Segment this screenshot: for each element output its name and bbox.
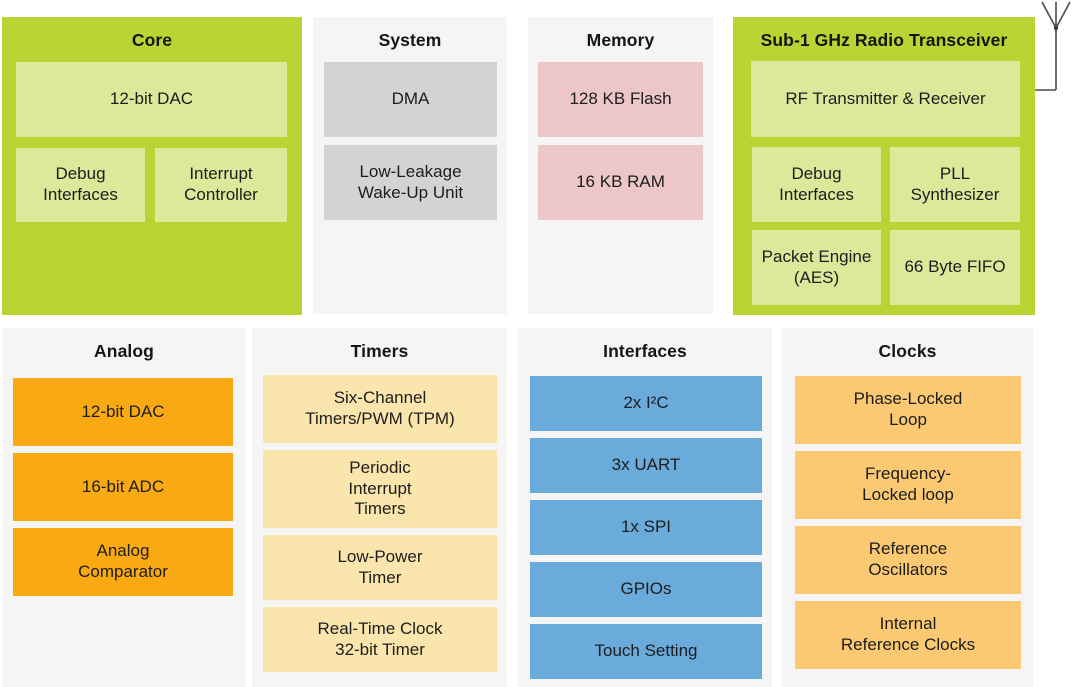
memory-panel-title: Memory (586, 30, 655, 50)
analog-adc-block: 16-bit ADC (13, 453, 233, 521)
core-dac-block: 12-bit DAC (16, 62, 287, 137)
radio-packet-engine-block: Packet Engine (AES) (752, 230, 881, 305)
analog-comparator-block: Analog Comparator (13, 528, 233, 596)
interfaces-touch-block: Touch Setting (530, 624, 762, 679)
core-debug-interfaces-block: Debug Interfaces (16, 148, 145, 222)
analog-panel: Analog 12-bit DAC 16-bit ADC Analog Comp… (2, 328, 246, 687)
interfaces-panel-title: Interfaces (603, 341, 687, 361)
system-llwu-block: Low-Leakage Wake-Up Unit (324, 145, 497, 220)
clocks-intref-block: Internal Reference Clocks (795, 601, 1021, 669)
timers-panel: Timers Six-Channel Timers/PWM (TPM) Peri… (252, 328, 507, 687)
clocks-pll-block: Phase-Locked Loop (795, 376, 1021, 444)
radio-rf-block: RF Transmitter & Receiver (751, 61, 1020, 137)
system-panel-title: System (378, 30, 442, 50)
memory-ram-block: 16 KB RAM (538, 145, 703, 220)
radio-panel: Sub-1 GHz Radio Transceiver RF Transmitt… (733, 17, 1035, 315)
timers-pit-block: Periodic Interrupt Timers (263, 450, 497, 528)
memory-panel: Memory 128 KB Flash 16 KB RAM (528, 17, 713, 314)
core-panel-title: Core (131, 30, 173, 50)
system-panel: System DMA Low-Leakage Wake-Up Unit (313, 17, 507, 314)
radio-panel-title: Sub-1 GHz Radio Transceiver (760, 30, 1008, 50)
interfaces-spi-block: 1x SPI (530, 500, 762, 555)
radio-pll-synthesizer-block: PLL Synthesizer (890, 147, 1020, 222)
core-panel: Core 12-bit DAC Debug Interfaces Interru… (2, 17, 302, 315)
clocks-panel: Clocks Phase-Locked Loop Frequency- Lock… (782, 328, 1033, 687)
interfaces-uart-block: 3x UART (530, 438, 762, 493)
clocks-refosc-block: Reference Oscillators (795, 526, 1021, 594)
core-interrupt-controller-block: Interrupt Controller (155, 148, 287, 222)
timers-lptimer-block: Low-Power Timer (263, 535, 497, 600)
interfaces-gpio-block: GPIOs (530, 562, 762, 617)
system-dma-block: DMA (324, 62, 497, 137)
interfaces-i2c-block: 2x I²C (530, 376, 762, 431)
timers-rtc-block: Real-Time Clock 32-bit Timer (263, 607, 497, 672)
analog-dac-block: 12-bit DAC (13, 378, 233, 446)
clocks-fll-block: Frequency- Locked loop (795, 451, 1021, 519)
timers-tpm-block: Six-Channel Timers/PWM (TPM) (263, 375, 497, 443)
clocks-panel-title: Clocks (878, 341, 937, 361)
radio-debug-interfaces-block: Debug Interfaces (752, 147, 881, 222)
timers-panel-title: Timers (350, 341, 409, 361)
radio-fifo-block: 66 Byte FIFO (890, 230, 1020, 305)
interfaces-panel: Interfaces 2x I²C 3x UART 1x SPI GPIOs T… (518, 328, 772, 687)
analog-panel-title: Analog (94, 341, 154, 361)
memory-flash-block: 128 KB Flash (538, 62, 703, 137)
